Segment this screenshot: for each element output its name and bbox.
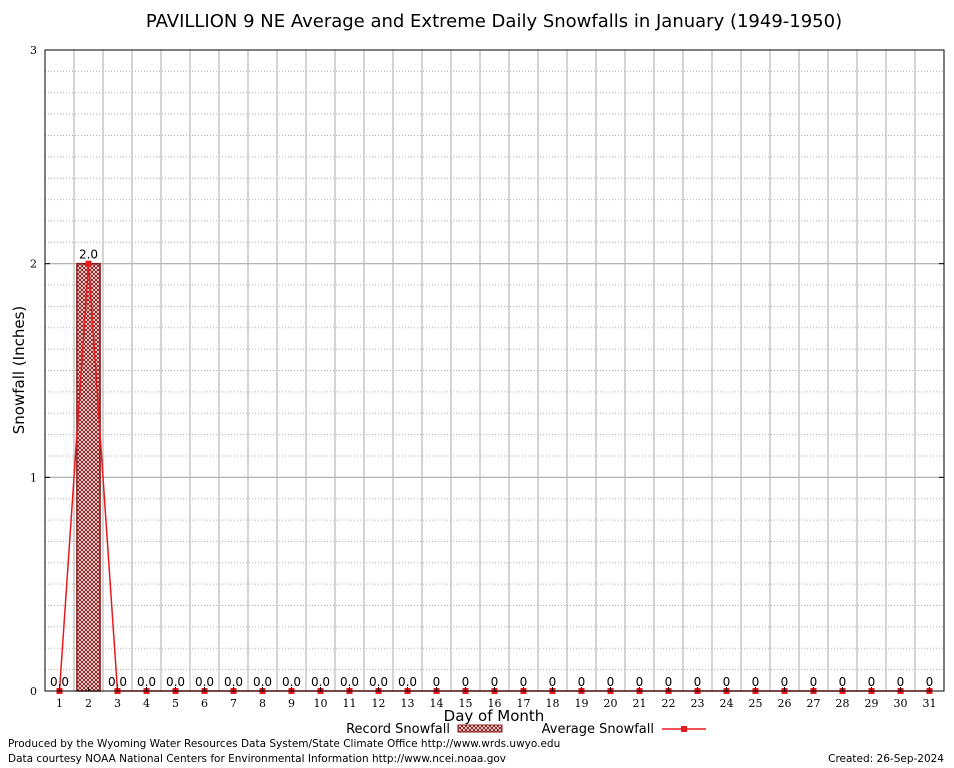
x-tick-label: 16	[488, 697, 502, 710]
x-tick-label: 28	[836, 697, 850, 710]
x-tick-label: 9	[288, 697, 295, 710]
legend-average-marker	[681, 726, 687, 732]
data-label: 0	[491, 675, 499, 689]
y-tick-label: 1	[30, 471, 37, 484]
x-tick-label: 7	[230, 697, 237, 710]
y-axis-label: Snowfall (Inches)	[10, 306, 28, 434]
data-label: 0	[549, 675, 557, 689]
x-axis-label: Day of Month	[444, 707, 545, 725]
x-tick-label: 31	[923, 697, 937, 710]
x-tick-label: 3	[114, 697, 121, 710]
x-tick-label: 26	[778, 697, 792, 710]
grid-lines	[45, 50, 944, 691]
x-tick-label: 6	[201, 697, 208, 710]
data-label: 0.0	[108, 675, 127, 689]
x-tick-label: 12	[372, 697, 386, 710]
data-label: 0	[810, 675, 818, 689]
y-tick-label: 0	[30, 685, 37, 698]
footer-data-courtesy: Data courtesy NOAA National Centers for …	[8, 753, 506, 765]
data-labels: 0.0 2.0 0.0 0.0 0.0 0.0 0.0 0.0 0.0 0.0 0.0 0.0 0.0 0…	[50, 248, 933, 689]
chart-title: PAVILLION 9 NE Average and Extreme Daily…	[146, 11, 842, 32]
plot-frame	[44, 49, 945, 692]
data-label: 0.0	[398, 675, 417, 689]
data-label: 0	[839, 675, 847, 689]
x-tick-label: 24	[720, 697, 734, 710]
x-tick-label: 8	[259, 697, 266, 710]
data-label: 0.0	[282, 675, 301, 689]
legend-average-label: Average Snowfall	[542, 722, 654, 737]
data-label: 0	[752, 675, 760, 689]
data-label: 0.0	[195, 675, 214, 689]
data-label: 0.0	[369, 675, 388, 689]
x-tick-label: 20	[604, 697, 618, 710]
x-tick-label: 15	[459, 697, 473, 710]
data-label: 0	[781, 675, 789, 689]
data-label: 0.0	[224, 675, 243, 689]
x-tick-label: 17	[517, 697, 531, 710]
footer-created-date: Created: 26-Sep-2024	[828, 753, 944, 765]
x-tick-label: 14	[430, 697, 444, 710]
data-label: 0	[520, 675, 528, 689]
x-tick-label: 5	[172, 697, 179, 710]
y-ticks: 0 1 2 3	[30, 44, 944, 698]
x-tick-label: 4	[143, 697, 150, 710]
record-bar	[76, 262, 101, 692]
x-tick-label: 10	[314, 697, 328, 710]
data-label: 0	[897, 675, 905, 689]
data-label: 0	[868, 675, 876, 689]
x-tick-label: 19	[575, 697, 589, 710]
x-tick-label: 13	[401, 697, 415, 710]
legend: Record Snowfall Average Snowfall	[346, 722, 706, 737]
x-tick-label: 21	[633, 697, 647, 710]
x-tick-label: 18	[546, 697, 560, 710]
data-label: 0	[462, 675, 470, 689]
x-tick-label: 23	[691, 697, 705, 710]
x-tick-label: 30	[894, 697, 908, 710]
x-tick-label: 29	[865, 697, 879, 710]
y-tick-label: 3	[30, 44, 37, 57]
x-ticks: 1 2 3 4 5 6 7 8 9 10 11 12 13 14 15 16 17 18 19 20 21 22 23 24 2…	[56, 687, 937, 710]
average-point	[85, 260, 92, 267]
data-label: 2.0	[79, 248, 98, 262]
x-tick-label: 1	[56, 697, 63, 710]
legend-record-swatch	[457, 724, 503, 733]
data-label: 0	[665, 675, 673, 689]
data-label: 0.0	[166, 675, 185, 689]
data-label: 0	[578, 675, 586, 689]
x-tick-label: 25	[749, 697, 763, 710]
record-bars	[76, 262, 101, 692]
data-label: 0	[433, 675, 441, 689]
data-label: 0	[723, 675, 731, 689]
data-label: 0	[694, 675, 702, 689]
data-label: 0.0	[50, 675, 69, 689]
x-tick-label: 11	[343, 697, 357, 710]
data-label: 0	[926, 675, 934, 689]
legend-record-label: Record Snowfall	[346, 722, 450, 737]
footer-produced-by: Produced by the Wyoming Water Resources …	[8, 738, 560, 750]
y-tick-label: 2	[30, 258, 37, 271]
x-tick-label: 27	[807, 697, 821, 710]
data-label: 0	[636, 675, 644, 689]
data-label: 0.0	[253, 675, 272, 689]
data-label: 0	[607, 675, 615, 689]
data-label: 0.0	[311, 675, 330, 689]
x-tick-label: 22	[662, 697, 676, 710]
data-label: 0.0	[137, 675, 156, 689]
x-tick-label: 2	[85, 697, 92, 710]
data-label: 0.0	[340, 675, 359, 689]
